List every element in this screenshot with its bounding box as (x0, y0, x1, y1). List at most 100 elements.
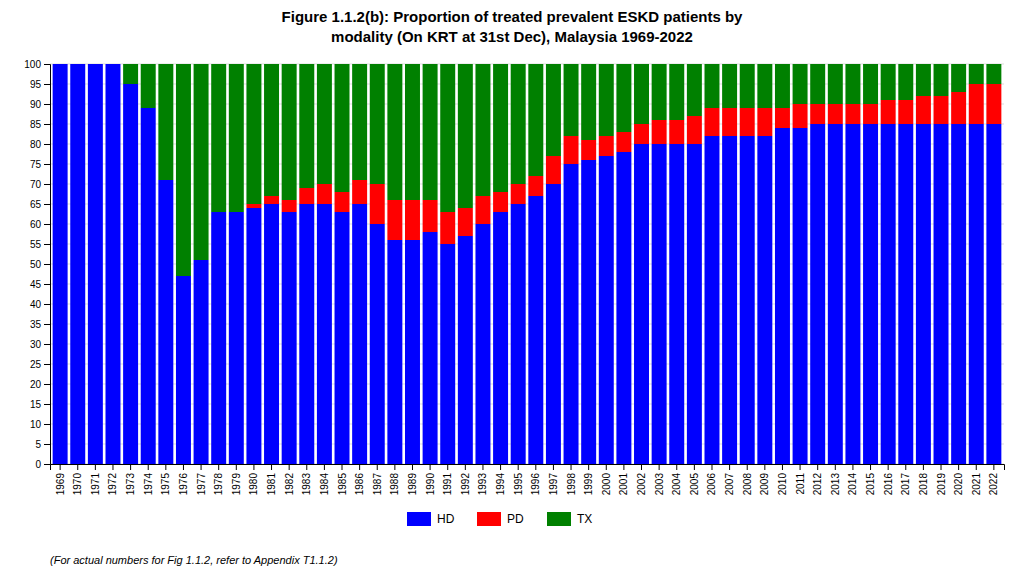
bar (616, 152, 631, 464)
tick-mark (44, 244, 50, 245)
tick-mark (958, 464, 959, 470)
tick: 55 (30, 239, 50, 250)
tick: 1972 (107, 464, 118, 495)
bar (951, 124, 966, 464)
bar (352, 64, 367, 180)
bar (757, 108, 772, 136)
tick-mark (465, 464, 466, 470)
tick-label: 1982 (284, 473, 295, 496)
bar (211, 64, 226, 212)
tick-label: 2019 (936, 473, 947, 496)
tick-label: 1987 (372, 473, 383, 496)
tick-mark (535, 464, 536, 470)
bar (458, 208, 473, 236)
bar (335, 192, 350, 212)
tick: 2020 (953, 464, 964, 495)
tick-mark (764, 464, 765, 470)
tick: 2005 (689, 464, 700, 495)
tick: 2016 (883, 464, 894, 495)
grid-line (50, 284, 1004, 285)
bar (757, 64, 772, 108)
tick-label: 20 (30, 379, 42, 390)
tick-mark (95, 464, 96, 470)
bar (299, 188, 314, 204)
bar (916, 96, 931, 124)
tick: 2006 (706, 464, 717, 495)
tick-mark (923, 464, 924, 470)
bar (616, 64, 631, 132)
tick: 2012 (812, 464, 823, 495)
bars (53, 64, 1002, 464)
bar (282, 212, 297, 464)
bar (511, 204, 526, 464)
bar (105, 64, 120, 65)
tick: 1983 (301, 464, 312, 495)
tick-mark (183, 464, 184, 470)
bar (123, 84, 138, 464)
tick: 1976 (178, 464, 189, 495)
grid-line (50, 324, 1004, 325)
legend-item: HD (407, 512, 455, 526)
tick: 2017 (900, 464, 911, 495)
tick: 2000 (601, 464, 612, 495)
bar (440, 212, 455, 244)
tick-mark (44, 444, 50, 445)
tick: 30 (30, 339, 50, 350)
bar (564, 136, 579, 164)
tick-label: 85 (30, 119, 42, 130)
legend-swatch (477, 512, 501, 526)
bar (423, 64, 438, 200)
tick-label: 2002 (636, 473, 647, 496)
grid-line (50, 184, 1004, 185)
bar (528, 176, 543, 196)
tick-mark (271, 464, 272, 470)
tick-label: 1989 (407, 473, 418, 496)
bar (652, 144, 667, 464)
grid-line (50, 64, 1004, 65)
tick-label: 2013 (830, 473, 841, 496)
tick-label: 2005 (689, 473, 700, 496)
tick-mark (606, 464, 607, 470)
bar (845, 104, 860, 124)
subtitle: modality (On KRT at 31st Dec), Malaysia … (331, 28, 693, 45)
bar (229, 64, 244, 212)
tick-mark (747, 464, 748, 470)
bar (440, 244, 455, 464)
tick: 1981 (266, 464, 277, 495)
bar (88, 64, 103, 65)
tick-label: 1970 (72, 473, 83, 496)
bar (969, 84, 984, 124)
tick: 2019 (936, 464, 947, 495)
bar (370, 184, 385, 224)
tick-label: 1993 (477, 473, 488, 496)
tick-label: 100 (24, 59, 41, 70)
bar (934, 64, 949, 96)
bar (352, 180, 367, 204)
plot: 0510152025303540455055606570758085909510… (24, 59, 1004, 496)
bar (528, 196, 543, 464)
bar (511, 64, 526, 184)
tick: 80 (30, 139, 50, 150)
tick-mark (44, 404, 50, 405)
tick-label: 1977 (196, 473, 207, 496)
tick: 100 (24, 59, 50, 70)
tick-mark (941, 464, 942, 470)
bar (546, 184, 561, 464)
bar (229, 212, 244, 464)
tick-label: 1992 (460, 473, 471, 496)
tick-label: 10 (30, 419, 42, 430)
tick-mark (430, 464, 431, 470)
bar (70, 64, 85, 65)
tick-mark (676, 464, 677, 470)
tick: 40 (30, 299, 50, 310)
tick-mark (44, 424, 50, 425)
bar (881, 124, 896, 464)
tick-label: 1984 (319, 473, 330, 496)
tick-label: 1978 (213, 473, 224, 496)
bar (898, 100, 913, 124)
tick: 1987 (372, 464, 383, 495)
grid-line (50, 344, 1004, 345)
tick-mark (44, 384, 50, 385)
tick-label: 1971 (90, 473, 101, 496)
bar (88, 64, 103, 464)
